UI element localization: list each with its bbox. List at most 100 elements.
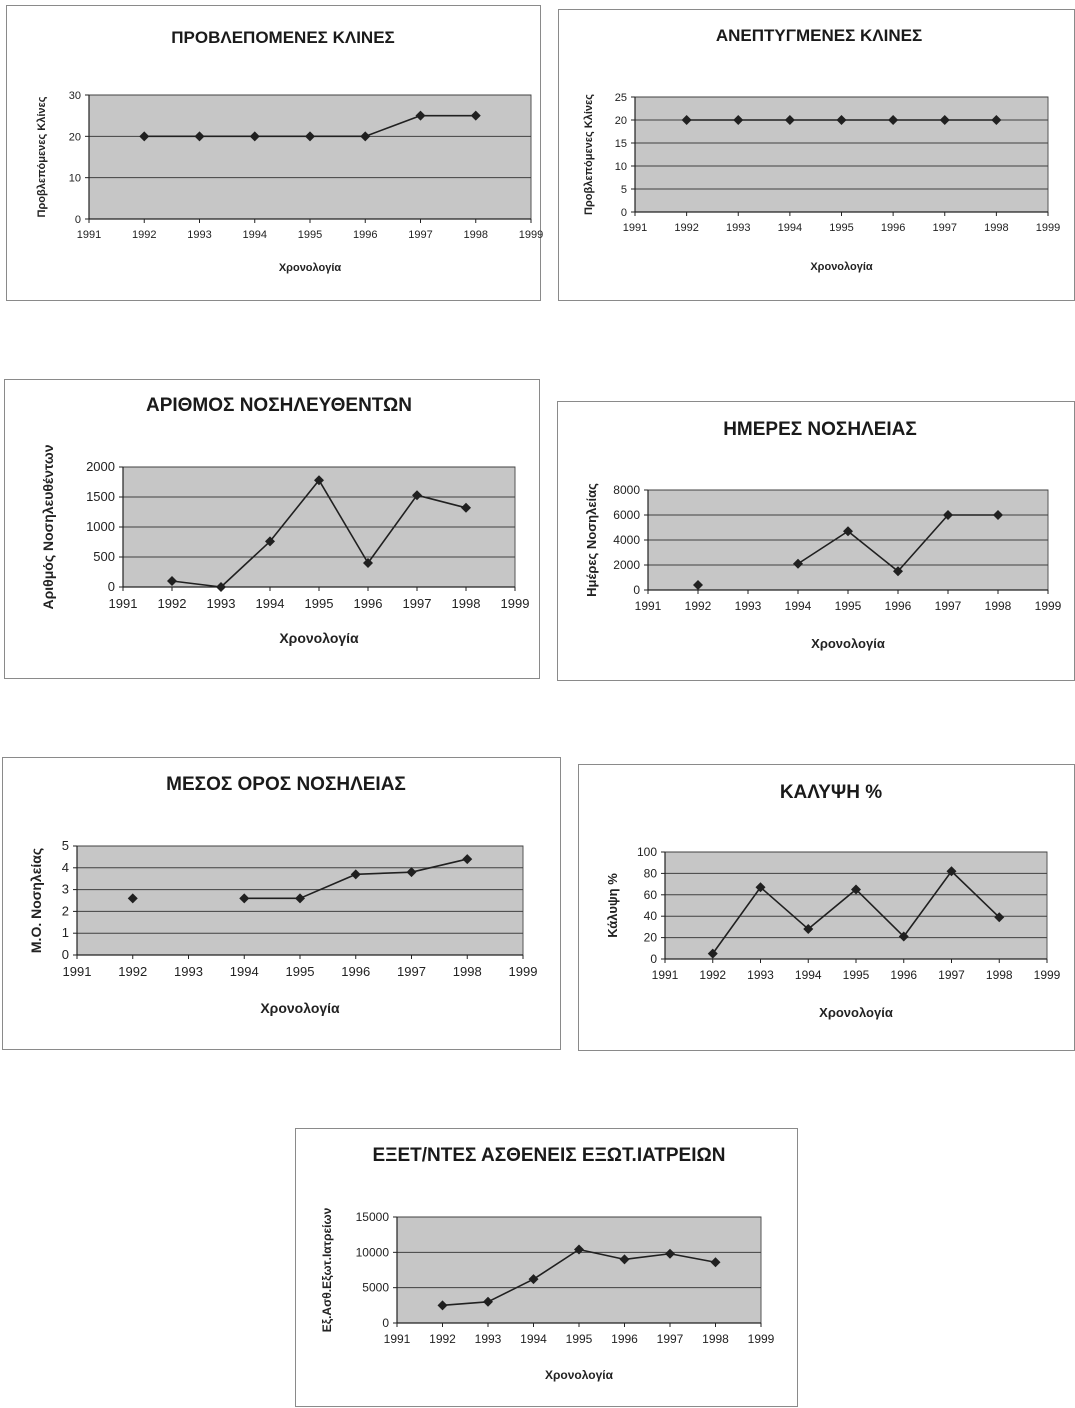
data-point-marker — [470, 110, 481, 121]
y-tick-label: 0 — [75, 214, 81, 226]
x-tick-label: 1998 — [984, 222, 1008, 234]
y-tick-label: 10 — [69, 173, 81, 185]
series-line-segment — [578, 1248, 625, 1261]
data-point-marker — [295, 893, 305, 904]
data-point-marker — [710, 1257, 721, 1268]
chart-title: ΚΑΛΥΨΗ % — [780, 782, 882, 803]
data-point-marker — [528, 1274, 539, 1285]
y-tick-label: 100 — [637, 845, 657, 859]
y-tick-label: 3 — [62, 882, 69, 897]
y-tick-label: 8000 — [613, 483, 640, 497]
x-tick-label: 1994 — [230, 964, 259, 979]
x-tick-label: 1996 — [353, 229, 377, 241]
x-tick-label: 1994 — [243, 229, 267, 241]
x-tick-label: 1992 — [674, 222, 698, 234]
data-point-marker — [406, 867, 417, 878]
x-tick-label: 1991 — [77, 229, 101, 241]
y-tick-label: 20 — [69, 131, 81, 143]
y-tick-label: 60 — [644, 888, 658, 902]
y-tick-label: 20 — [644, 931, 658, 945]
x-tick-label: 1995 — [829, 222, 853, 234]
x-tick-label: 1993 — [726, 222, 750, 234]
data-point-marker — [893, 566, 903, 577]
y-tick-label: 0 — [650, 952, 657, 966]
x-tick-label: 1998 — [702, 1332, 729, 1346]
x-tick-label: 1995 — [286, 964, 315, 979]
data-point-marker — [851, 884, 861, 895]
data-point-marker — [946, 866, 957, 877]
x-tick-label: 1994 — [795, 968, 822, 982]
y-tick-label: 2000 — [86, 459, 115, 474]
data-point-marker — [803, 924, 814, 935]
y-axis-label: Ημέρες Νοσηλείας — [584, 483, 599, 597]
data-point-marker — [127, 893, 138, 904]
x-tick-label: 1999 — [1034, 968, 1061, 982]
data-point-marker — [437, 1300, 448, 1311]
data-point-marker — [888, 115, 899, 125]
data-point-marker — [991, 115, 1002, 125]
chart-outpatients: ΕΞΕΤ/ΝΤΕΣ ΑΣΘΕΝΕΙΣ ΕΞΩΤ.ΙΑΤΡΕΙΩΝ 0 5000 100… — [320, 1145, 775, 1382]
series-line-segment — [624, 1252, 671, 1261]
x-tick-label: 1992 — [685, 599, 712, 613]
y-tick-label: 80 — [644, 866, 658, 880]
data-point-marker — [360, 131, 371, 142]
data-point-marker — [693, 580, 703, 590]
data-point-marker — [265, 536, 275, 547]
series-line-segment — [364, 114, 421, 138]
data-point-marker — [305, 131, 315, 142]
x-tick-label: 1991 — [109, 596, 138, 611]
data-point-marker — [194, 131, 205, 142]
data-point-marker — [239, 893, 250, 904]
x-axis-label: Χρονολογία — [811, 636, 885, 651]
series-line-segment — [299, 873, 357, 900]
chart-number-of-patients: ΑΡΙΘΜΟΣ ΝΟΣΗΛΕΥΘΕΝΤΩΝ 0 500 1000 1500 2000 199… — [40, 395, 529, 646]
plot-area — [664, 851, 1048, 960]
y-tick-label: 2000 — [613, 558, 640, 572]
y-axis-label: Εξ.Ασθ.Εξωτ.Ιατρείων — [320, 1207, 334, 1332]
x-tick-label: 1993 — [735, 599, 762, 613]
data-point-marker — [249, 131, 260, 142]
x-tick-label: 1991 — [652, 968, 679, 982]
x-tick-label: 1994 — [785, 599, 812, 613]
y-axis-label: Μ.Ο. Νοσηλείας — [28, 848, 44, 953]
x-tick-label: 1999 — [1036, 222, 1060, 234]
x-tick-label: 1993 — [475, 1332, 502, 1346]
series-line-segment — [897, 514, 949, 572]
y-tick-label: 1 — [62, 925, 69, 940]
data-point-marker — [994, 912, 1005, 923]
series-line-segment — [759, 886, 809, 930]
data-point-marker — [461, 502, 471, 513]
x-axis-label: Χρονολογία — [279, 630, 359, 646]
series-line-segment — [416, 494, 467, 509]
x-tick-label: 1993 — [174, 964, 203, 979]
x-tick-label: 1997 — [403, 596, 432, 611]
x-tick-label: 1998 — [453, 964, 482, 979]
series-line-segment — [712, 886, 762, 955]
series-line-segment — [855, 888, 905, 938]
series-line-segment — [669, 1252, 716, 1264]
y-tick-label: 30 — [69, 90, 81, 102]
chart-title: ΑΝΕΠΤΥΓΜΕΝΕΣ ΚΛΙΝΕΣ — [716, 26, 922, 45]
chart-panel-number-of-patients: ΑΡΙΘΜΟΣ ΝΟΣΗΛΕΥΘΕΝΤΩΝ 0 500 1000 1500 2000 199… — [4, 379, 540, 679]
x-tick-label: 1993 — [207, 596, 236, 611]
series-line-segment — [171, 580, 222, 588]
plot-area — [88, 94, 532, 220]
y-tick-label: 1500 — [86, 489, 115, 504]
x-tick-label: 1998 — [985, 599, 1012, 613]
x-tick-label: 1991 — [623, 222, 647, 234]
series-line-segment — [220, 540, 271, 588]
series-line-segment — [355, 871, 412, 876]
x-tick-label: 1999 — [748, 1332, 775, 1346]
x-axis-label: Χρονολογία — [819, 1005, 893, 1020]
y-tick-label: 5 — [621, 184, 627, 196]
chart-panel-coverage: ΚΑΛΥΨΗ % 0 20 40 60 80 100 1991 1992 1993 1994 1995… — [578, 764, 1075, 1051]
x-tick-label: 1992 — [699, 968, 726, 982]
data-point-marker — [681, 115, 692, 125]
x-axis-label: Χρονολογία — [810, 261, 873, 273]
series-line-segment — [903, 870, 953, 938]
x-tick-label: 1997 — [408, 229, 432, 241]
chart-title: ΑΡΙΘΜΟΣ ΝΟΣΗΛΕΥΘΕΝΤΩΝ — [146, 395, 412, 416]
data-point-marker — [412, 490, 422, 501]
x-tick-label: 1994 — [778, 222, 802, 234]
x-tick-label: 1997 — [657, 1332, 684, 1346]
